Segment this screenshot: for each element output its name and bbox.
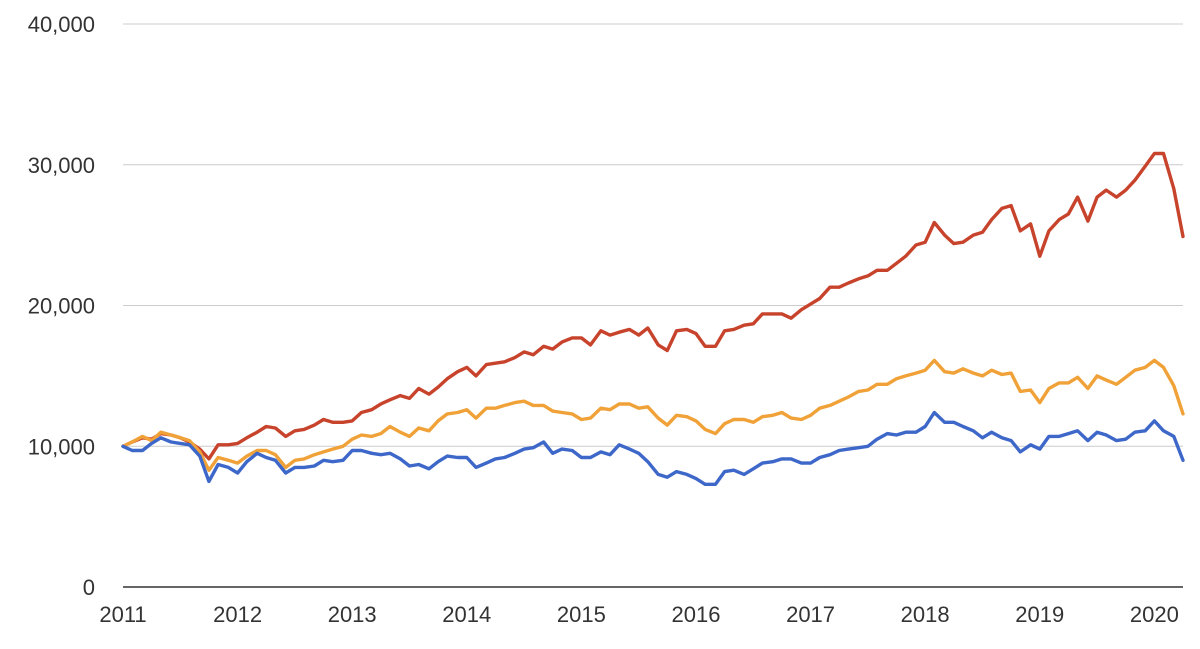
x-tick-label: 2020 — [1130, 602, 1179, 627]
x-tick-label: 2018 — [901, 602, 950, 627]
x-tick-label: 2012 — [213, 602, 262, 627]
x-tick-label: 2015 — [557, 602, 606, 627]
x-tick-label: 2014 — [442, 602, 491, 627]
y-tick-label: 30,000 — [28, 153, 95, 178]
x-tick-label: 2019 — [1015, 602, 1064, 627]
y-tick-label: 0 — [83, 575, 95, 600]
y-tick-label: 10,000 — [28, 434, 95, 459]
x-tick-label: 2017 — [786, 602, 835, 627]
x-tick-label: 2013 — [328, 602, 377, 627]
series-lines — [121, 151, 1185, 486]
series-line-3 — [121, 410, 1185, 486]
y-axis-tick-labels: 0 10,000 20,000 30,000 40,000 — [28, 12, 95, 600]
series-line-2 — [121, 358, 1185, 472]
series-line-1 — [121, 151, 1185, 461]
gridlines — [123, 23, 1183, 447]
y-tick-label: 40,000 — [28, 12, 95, 37]
x-axis-tick-labels: 2011 2012 2013 2014 2015 2016 2017 2018 2019 2020 — [99, 602, 1178, 627]
x-tick-label: 2016 — [671, 602, 720, 627]
x-tick-label: 2011 — [99, 602, 146, 627]
y-tick-label: 20,000 — [28, 294, 95, 319]
